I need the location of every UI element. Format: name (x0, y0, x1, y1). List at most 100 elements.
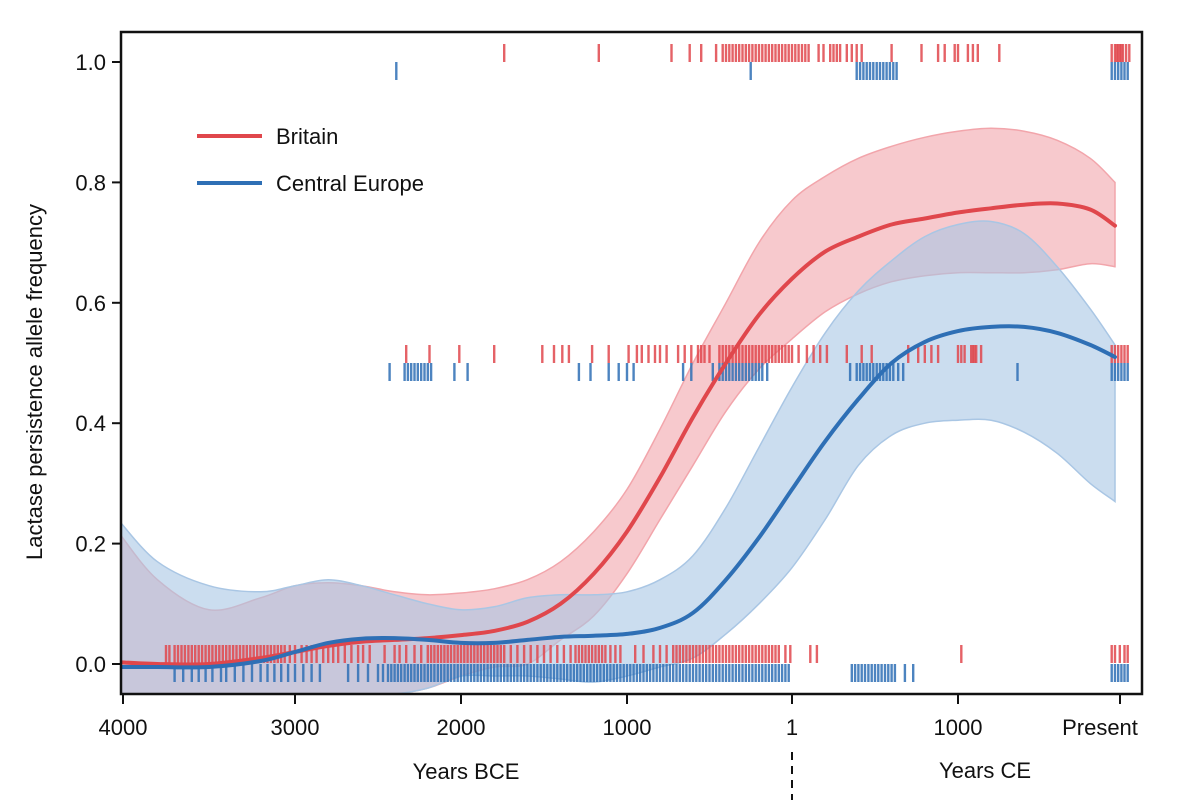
rug-mark-central-europe (629, 664, 632, 682)
rug-mark-central-europe (883, 664, 887, 682)
x-tick-label: 1000 (934, 715, 983, 740)
rug-mark-central-europe (509, 664, 512, 682)
rug-mark-britain (734, 44, 738, 62)
rug-mark-central-europe (749, 62, 752, 80)
rug-mark-britain (443, 645, 446, 663)
rug-mark-central-europe (875, 62, 878, 80)
rug-mark-britain (456, 645, 459, 663)
rug-mark-britain (754, 345, 757, 363)
rug-mark-britain (249, 645, 252, 663)
x-tick-label: 1000 (603, 715, 652, 740)
rug-mark-britain (428, 345, 431, 363)
rug-mark-britain (696, 345, 700, 363)
rug-mark-britain (218, 645, 221, 663)
rug-mark-britain (176, 645, 180, 663)
rug-mark-britain (714, 44, 718, 62)
rug-mark-central-europe (403, 664, 406, 682)
rug-mark-britain (855, 44, 858, 62)
rug-mark-britain (683, 345, 686, 363)
rug-mark-central-europe (888, 62, 892, 80)
y-tick-label: 0.4 (75, 411, 106, 436)
rug-mark-britain (960, 345, 963, 363)
rug-mark-britain (536, 645, 539, 663)
rug-mark-britain (771, 645, 774, 663)
rug-mark-central-europe (449, 664, 453, 682)
rug-mark-britain (413, 645, 416, 663)
rug-mark-britain (764, 345, 767, 363)
rug-mark-britain (614, 645, 617, 663)
rug-mark-britain (190, 645, 193, 663)
legend-label-britain: Britain (276, 124, 338, 149)
rug-mark-britain (764, 44, 767, 62)
rug-mark-central-europe (388, 363, 391, 381)
rug-mark-britain (194, 645, 197, 663)
rug-mark-central-europe (853, 664, 857, 682)
rug-mark-central-europe (741, 363, 744, 381)
rug-mark-britain (870, 345, 873, 363)
rug-mark-britain (688, 44, 691, 62)
rug-mark-central-europe (705, 664, 708, 682)
rug-mark-central-europe (870, 664, 873, 682)
rug-mark-britain (266, 645, 269, 663)
rug-mark-central-europe (396, 664, 400, 682)
rug-mark-central-europe (622, 664, 625, 682)
rug-mark-central-europe (612, 664, 615, 682)
rug-mark-central-europe (233, 664, 236, 682)
rug-mark-britain (552, 345, 556, 363)
rug-mark-britain (797, 345, 800, 363)
rug-mark-britain (245, 645, 248, 663)
y-tick-label: 1.0 (75, 50, 106, 75)
rug-mark-britain (332, 645, 335, 663)
rug-mark-central-europe (858, 363, 862, 381)
rug-mark-central-europe (678, 664, 681, 682)
rug-mark-britain (1123, 645, 1126, 663)
rug-mark-central-europe (695, 664, 698, 682)
rug-mark-central-europe (532, 664, 536, 682)
rug-mark-central-europe (893, 664, 897, 682)
rug-mark-britain (845, 44, 848, 62)
rug-mark-britain (228, 645, 231, 663)
rug-mark-britain (322, 645, 325, 663)
rug-mark-central-europe (711, 664, 714, 682)
rug-mark-britain (642, 645, 645, 663)
rug-mark-central-europe (1120, 363, 1123, 381)
rug-mark-central-europe (1117, 664, 1120, 682)
y-tick-label: 0.6 (75, 291, 106, 316)
rug-mark-central-europe (658, 664, 662, 682)
rug-mark-central-europe (522, 664, 526, 682)
rug-mark-britain (453, 645, 456, 663)
rug-mark-britain (744, 44, 747, 62)
rug-mark-central-europe (784, 664, 787, 682)
rug-mark-britain (204, 645, 207, 663)
rug-mark-britain (1124, 44, 1128, 62)
rug-mark-britain (327, 645, 330, 663)
rug-mark-britain (459, 645, 463, 663)
rug-mark-central-europe (572, 664, 576, 682)
rug-mark-central-europe (197, 664, 200, 682)
rug-mark-britain (890, 44, 893, 62)
rug-mark-central-europe (466, 664, 469, 682)
rug-mark-central-europe (868, 62, 872, 80)
rug-mark-britain (231, 645, 235, 663)
x-axis-title-ce: Years CE (939, 758, 1031, 783)
rug-mark-britain (458, 345, 461, 363)
rug-mark-central-europe (516, 664, 519, 682)
rug-mark-central-europe (476, 664, 479, 682)
legend-label-central-europe: Central Europe (276, 171, 424, 196)
rug-mark-central-europe (1120, 664, 1123, 682)
rug-mark-central-europe (902, 363, 905, 381)
rug-mark-britain (1126, 645, 1129, 663)
rug-mark-britain (562, 645, 566, 663)
rug-mark-britain (757, 645, 761, 663)
rug-mark-britain (590, 345, 594, 363)
rug-mark-central-europe (690, 363, 693, 381)
rug-mark-central-europe (473, 664, 476, 682)
rug-mark-central-europe (576, 664, 579, 682)
rug-mark-britain (956, 345, 960, 363)
rug-mark-central-europe (410, 664, 413, 682)
rug-mark-britain (774, 645, 777, 663)
y-tick-label: 0.2 (75, 532, 106, 557)
rug-mark-britain (187, 645, 190, 663)
rug-mark-britain (973, 345, 976, 363)
rug-mark-britain (361, 645, 365, 663)
